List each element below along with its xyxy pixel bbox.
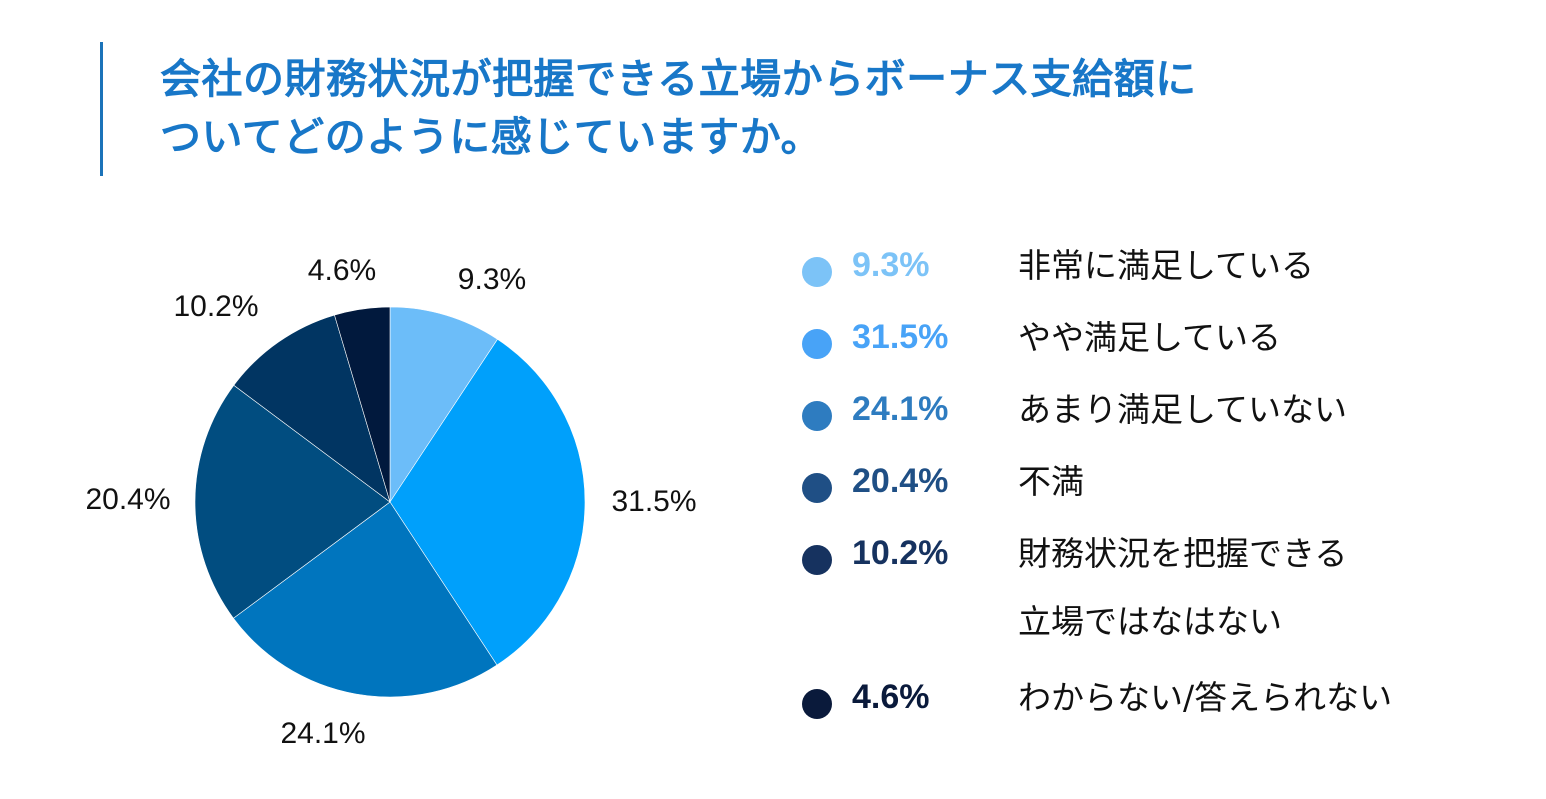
- legend-label: 不満: [1018, 462, 1084, 501]
- legend-item: 20.4% 不満: [800, 456, 1500, 516]
- pie-slice: [389, 306, 498, 503]
- legend-swatch: [802, 401, 832, 431]
- pie-data-label: 10.2%: [173, 290, 258, 323]
- legend-item: 31.5% やや満足している: [800, 312, 1500, 372]
- legend-swatch: [802, 473, 832, 503]
- legend-item: 10.2% 財務状況を把握できる 立場ではなはない: [800, 528, 1500, 641]
- legend-label: わからない/答えられない: [1018, 678, 1393, 717]
- legend-swatch: [802, 329, 832, 359]
- pie-chart: 9.3% 31.5% 24.1% 20.4% 10.2% 4.6%: [85, 254, 696, 750]
- legend-label: 非常に満足している: [1018, 246, 1315, 285]
- legend-label: あまり満足していない: [1018, 390, 1348, 429]
- legend-percent: 20.4%: [852, 462, 949, 500]
- pie-slice: [233, 501, 498, 698]
- pie-slice: [389, 338, 586, 666]
- legend-item: 4.6% わからない/答えられない: [800, 672, 1500, 732]
- legend-label: 財務状況を把握できる 立場ではなはない: [1018, 534, 1348, 641]
- legend-label: やや満足している: [1018, 318, 1282, 357]
- legend-percent: 10.2%: [852, 534, 949, 572]
- legend-swatch: [802, 257, 832, 287]
- legend-swatch: [802, 689, 832, 719]
- pie-slice: [233, 314, 391, 503]
- pie-data-label: 24.1%: [280, 717, 365, 750]
- legend-percent: 4.6%: [852, 678, 930, 716]
- pie-data-label: 9.3%: [458, 263, 526, 296]
- chart-title-line-1: 会社の財務状況が把握できる立場からボーナス支給額に: [160, 55, 1197, 103]
- chart-title: 会社の財務状況が把握できる立場からボーナス支給額に ついてどのように感じています…: [160, 50, 1460, 166]
- legend-percent: 31.5%: [852, 318, 949, 356]
- legend-swatch: [802, 545, 832, 575]
- pie-data-label: 20.4%: [85, 483, 170, 516]
- legend-percent: 9.3%: [852, 246, 930, 284]
- chart-title-line-2: ついてどのように感じていますか。: [160, 113, 822, 161]
- legend-item: 9.3% 非常に満足している: [800, 240, 1500, 300]
- pie-slice: [194, 384, 391, 619]
- pie-slice: [334, 306, 391, 503]
- legend-percent: 24.1%: [852, 390, 949, 428]
- pie-data-label: 31.5%: [611, 485, 696, 518]
- legend-item: 24.1% あまり満足していない: [800, 384, 1500, 444]
- title-accent-bar: [100, 42, 103, 176]
- pie-data-label: 4.6%: [308, 254, 376, 287]
